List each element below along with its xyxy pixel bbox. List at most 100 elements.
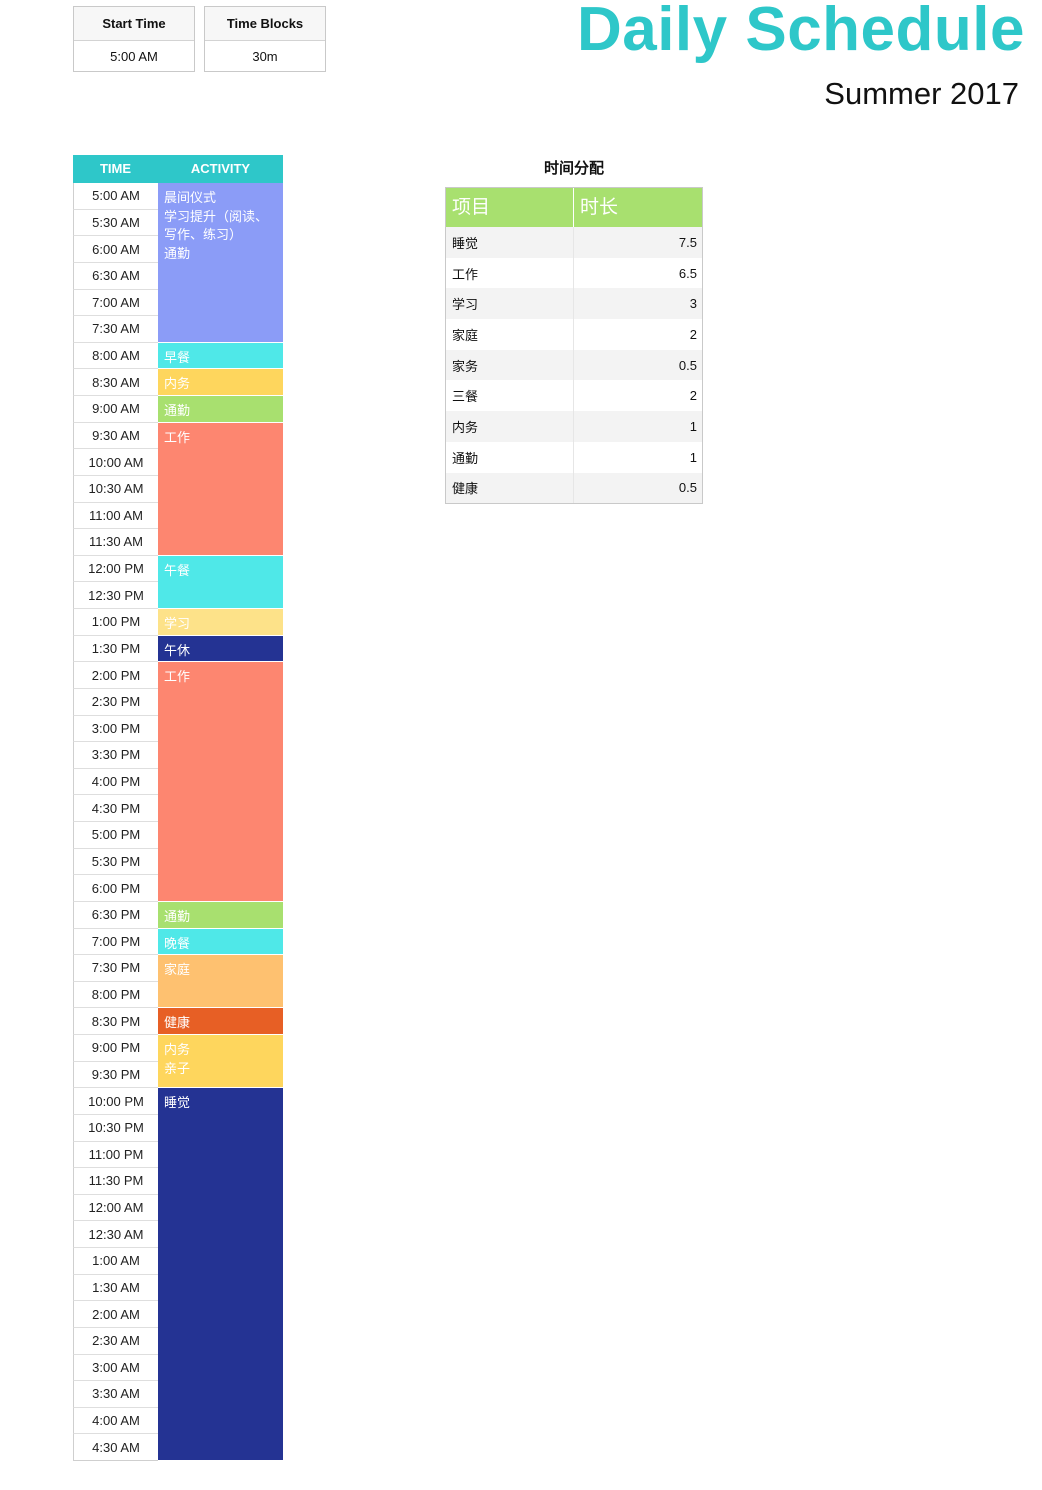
time-slot: 1:30 AM bbox=[73, 1274, 158, 1302]
time-slot: 9:00 PM bbox=[73, 1035, 158, 1062]
time-slot: 4:30 AM bbox=[73, 1434, 158, 1461]
time-blocks-value[interactable]: 30m bbox=[252, 49, 278, 64]
time-slot: 9:30 AM bbox=[73, 422, 158, 450]
time-slot: 8:30 AM bbox=[73, 369, 158, 396]
time-slot: 2:00 AM bbox=[73, 1301, 158, 1328]
activity-block[interactable]: 睡觉 bbox=[158, 1088, 283, 1461]
time-slot: 2:30 PM bbox=[73, 688, 158, 716]
activity-block[interactable]: 工作 bbox=[158, 422, 283, 556]
distribution-item: 通勤 bbox=[446, 441, 574, 473]
time-slot: 10:00 PM bbox=[73, 1088, 158, 1115]
distribution-row: 健康 0.5 bbox=[446, 472, 702, 504]
activity-block[interactable]: 健康 bbox=[158, 1008, 283, 1035]
distribution-hours: 0.5 bbox=[678, 480, 697, 496]
start-time-value[interactable]: 5:00 AM bbox=[110, 49, 158, 64]
distribution-rows: 睡觉 7.5 工作 6.5 学习 3 家庭 2 家务 0.5 三餐 2 内务 1 通勤 1 健康 0.5 bbox=[446, 227, 702, 504]
time-slot: 3:30 AM bbox=[73, 1381, 158, 1408]
distribution-item: 内务 bbox=[446, 411, 574, 442]
time-slot: 1:30 PM bbox=[73, 635, 158, 663]
distribution-header: 项目 时长 bbox=[446, 188, 702, 227]
time-slot: 5:00 PM bbox=[73, 822, 158, 849]
time-slot: 5:00 AM bbox=[73, 183, 158, 210]
distribution-item: 家庭 bbox=[446, 319, 574, 350]
distribution-title: 时间分配 bbox=[543, 160, 604, 177]
activity-block[interactable]: 内务 bbox=[158, 369, 283, 396]
distribution-row: 家务 0.5 bbox=[446, 349, 702, 381]
time-slot: 10:00 AM bbox=[73, 449, 158, 476]
distribution-item: 睡觉 bbox=[446, 227, 574, 258]
activity-block[interactable]: 内务 亲子 bbox=[158, 1035, 283, 1089]
distribution-item: 健康 bbox=[446, 472, 574, 504]
distribution-table: 项目 时长 睡觉 7.5 工作 6.5 学习 3 家庭 2 家务 0.5 三餐 2 内务 1 通勤 1 健康 0.… bbox=[445, 187, 703, 505]
time-column-header: TIME bbox=[99, 161, 132, 176]
activity-column-header: ACTIVITY bbox=[190, 161, 251, 176]
distribution-row: 睡觉 7.5 bbox=[446, 227, 702, 258]
activity-block[interactable]: 通勤 bbox=[158, 901, 283, 929]
start-time-label: Start Time bbox=[74, 7, 194, 41]
time-slot: 12:30 PM bbox=[73, 582, 158, 609]
time-slot: 12:00 PM bbox=[73, 555, 158, 583]
time-slot: 6:00 AM bbox=[73, 236, 158, 263]
time-slot: 4:30 PM bbox=[73, 795, 158, 822]
distribution-hours: 6.5 bbox=[678, 265, 697, 281]
activity-block[interactable]: 早餐 bbox=[158, 342, 283, 370]
distribution-row: 家庭 2 bbox=[446, 319, 702, 350]
distribution-hours: 3 bbox=[689, 296, 697, 312]
distribution-hours: 2 bbox=[689, 388, 697, 404]
time-slot: 12:00 AM bbox=[73, 1194, 158, 1222]
distribution-hours: 1 bbox=[689, 418, 697, 434]
activity-block[interactable]: 晚餐 bbox=[158, 928, 283, 956]
time-slot: 10:30 PM bbox=[73, 1114, 158, 1142]
time-blocks-label: Time Blocks bbox=[205, 7, 325, 41]
time-slot: 2:00 PM bbox=[73, 662, 158, 689]
time-slot: 5:30 AM bbox=[73, 209, 158, 237]
activity-block[interactable]: 家庭 bbox=[158, 955, 283, 1009]
time-slot: 3:30 PM bbox=[73, 742, 158, 769]
schedule-header: TIME ACTIVITY bbox=[73, 155, 283, 183]
distribution-item: 工作 bbox=[446, 257, 574, 289]
time-slot: 2:30 AM bbox=[73, 1327, 158, 1355]
distribution-hours: 7.5 bbox=[678, 234, 697, 250]
distribution-hours: 1 bbox=[689, 449, 697, 465]
distribution-row: 通勤 1 bbox=[446, 441, 702, 473]
time-slot: 12:30 AM bbox=[73, 1221, 158, 1248]
time-slot: 4:00 PM bbox=[73, 768, 158, 796]
time-blocks-box: Time Blocks 30m bbox=[204, 6, 326, 72]
time-slot: 6:00 PM bbox=[73, 875, 158, 902]
time-slot: 6:30 PM bbox=[73, 901, 158, 929]
time-slot: 6:30 AM bbox=[73, 262, 158, 290]
activity-block[interactable]: 晨间仪式 学习提升（阅读、写作、练习） 通勤 bbox=[158, 183, 283, 343]
time-slot: 5:30 PM bbox=[73, 848, 158, 876]
time-slot: 8:00 PM bbox=[73, 981, 158, 1009]
distribution-item: 家务 bbox=[446, 349, 574, 381]
time-slot: 7:00 PM bbox=[73, 928, 158, 956]
page-title: Daily Schedule bbox=[576, 0, 1025, 64]
activity-block[interactable]: 午休 bbox=[158, 635, 283, 663]
time-slot: 1:00 PM bbox=[73, 609, 158, 636]
distribution-row: 内务 1 bbox=[446, 411, 702, 442]
item-column-header: 项目 bbox=[446, 188, 574, 227]
duration-column-header: 时长 bbox=[580, 197, 619, 218]
distribution-item: 学习 bbox=[446, 288, 574, 320]
activity-block[interactable]: 学习 bbox=[158, 609, 283, 636]
distribution-row: 三餐 2 bbox=[446, 380, 702, 412]
time-slot: 3:00 PM bbox=[73, 715, 158, 743]
time-slot: 10:30 AM bbox=[73, 475, 158, 503]
distribution-hours: 0.5 bbox=[678, 357, 697, 373]
time-slot: 3:00 AM bbox=[73, 1354, 158, 1382]
schedule-table: TIME ACTIVITY 5:00 AM 5:30 AM 6:00 AM 6:30 … bbox=[73, 155, 283, 1461]
start-time-box: Start Time 5:00 AM bbox=[73, 6, 195, 72]
time-slot: 1:00 AM bbox=[73, 1248, 158, 1275]
distribution-row: 工作 6.5 bbox=[446, 257, 702, 289]
distribution-hours: 2 bbox=[689, 326, 697, 342]
time-slot: 8:00 AM bbox=[73, 342, 158, 370]
time-slot: 7:30 PM bbox=[73, 955, 158, 982]
distribution-row: 学习 3 bbox=[446, 288, 702, 320]
time-slot: 11:00 AM bbox=[73, 502, 158, 530]
time-slot: 4:00 AM bbox=[73, 1407, 158, 1435]
activity-block[interactable]: 通勤 bbox=[158, 396, 283, 423]
distribution-item: 三餐 bbox=[446, 380, 574, 412]
page-subtitle: Summer 2017 bbox=[824, 76, 1019, 111]
activity-block[interactable]: 工作 bbox=[158, 662, 283, 902]
activity-block[interactable]: 午餐 bbox=[158, 555, 283, 609]
